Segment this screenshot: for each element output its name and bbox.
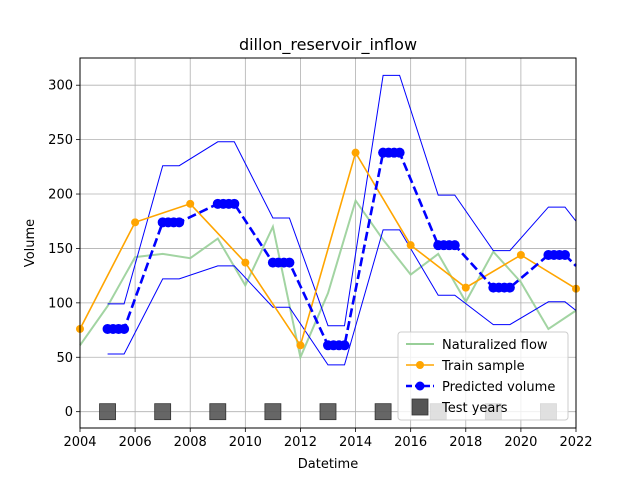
y-tick-label: 100	[48, 296, 73, 311]
x-tick-label: 2012	[284, 435, 317, 450]
predicted-volume-point	[559, 249, 570, 260]
test-year-marker	[154, 403, 172, 421]
train-sample-point	[351, 148, 360, 157]
x-tick-label: 2008	[174, 435, 207, 450]
y-axis-label: Volume	[23, 219, 38, 267]
x-tick-label: 2004	[63, 435, 96, 450]
x-tick-label: 2016	[394, 435, 427, 450]
train-sample-point	[406, 241, 415, 250]
y-tick-label: 150	[48, 242, 73, 257]
y-tick-label: 200	[48, 188, 73, 203]
test-year-marker	[374, 403, 392, 421]
y-tick-label: 0	[65, 405, 73, 420]
train-sample-point	[296, 341, 305, 350]
legend-label: Test years	[441, 401, 508, 416]
legend-swatch-predicted-volume-marker	[415, 381, 425, 391]
legend-label: Predicted volume	[442, 380, 555, 395]
predicted-volume-point	[504, 282, 515, 293]
train-sample-point	[516, 250, 525, 259]
train-sample-point	[131, 218, 140, 227]
predicted-volume-point	[339, 340, 350, 351]
train-sample-point	[241, 258, 250, 267]
legend-label: Naturalized flow	[442, 338, 548, 353]
prediction-upper-bound-line	[107, 74, 577, 327]
x-tick-label: 2018	[449, 435, 482, 450]
predicted-volume-point	[394, 147, 405, 158]
train-sample-point	[461, 283, 470, 292]
test-year-marker	[99, 403, 116, 421]
y-tick-label: 250	[48, 133, 73, 148]
x-tick-label: 2014	[339, 435, 372, 450]
predicted-volume-point	[119, 323, 130, 334]
y-tick-label: 300	[48, 79, 73, 94]
naturalized-flow-line	[79, 198, 577, 361]
x-tick-label: 2020	[504, 435, 537, 450]
x-tick-label: 2022	[559, 435, 592, 450]
x-tick-label: 2010	[229, 435, 262, 450]
predicted-volume-point	[229, 198, 240, 209]
test-year-marker	[319, 403, 337, 421]
plot-frame	[79, 57, 577, 429]
legend-swatch-train-sample-marker	[416, 361, 424, 369]
train-sample-line	[79, 150, 577, 348]
test-year-marker	[209, 403, 227, 421]
legend-swatch-test-years	[411, 398, 429, 416]
test-year-marker	[264, 403, 282, 421]
train-sample-point	[186, 199, 195, 208]
y-tick-label: 50	[56, 351, 73, 366]
prediction-lower-bound-line	[107, 229, 577, 366]
axes: 2004 2006 2008 2010 2012 2014 2016 2018 2020 2022…	[48, 79, 592, 450]
legend: Naturalized flow Train sample Predicted vo…	[397, 331, 569, 421]
predicted-volume-point	[449, 240, 460, 251]
chart-title: dillon_reservoir_inflow	[239, 35, 417, 55]
legend-label: Train sample	[441, 359, 525, 374]
x-tick-label: 2006	[119, 435, 152, 450]
legend-box	[397, 331, 569, 421]
x-axis-label: Datetime	[298, 457, 358, 472]
predicted-volume-point	[284, 257, 295, 268]
predicted-volume-point	[174, 217, 185, 228]
